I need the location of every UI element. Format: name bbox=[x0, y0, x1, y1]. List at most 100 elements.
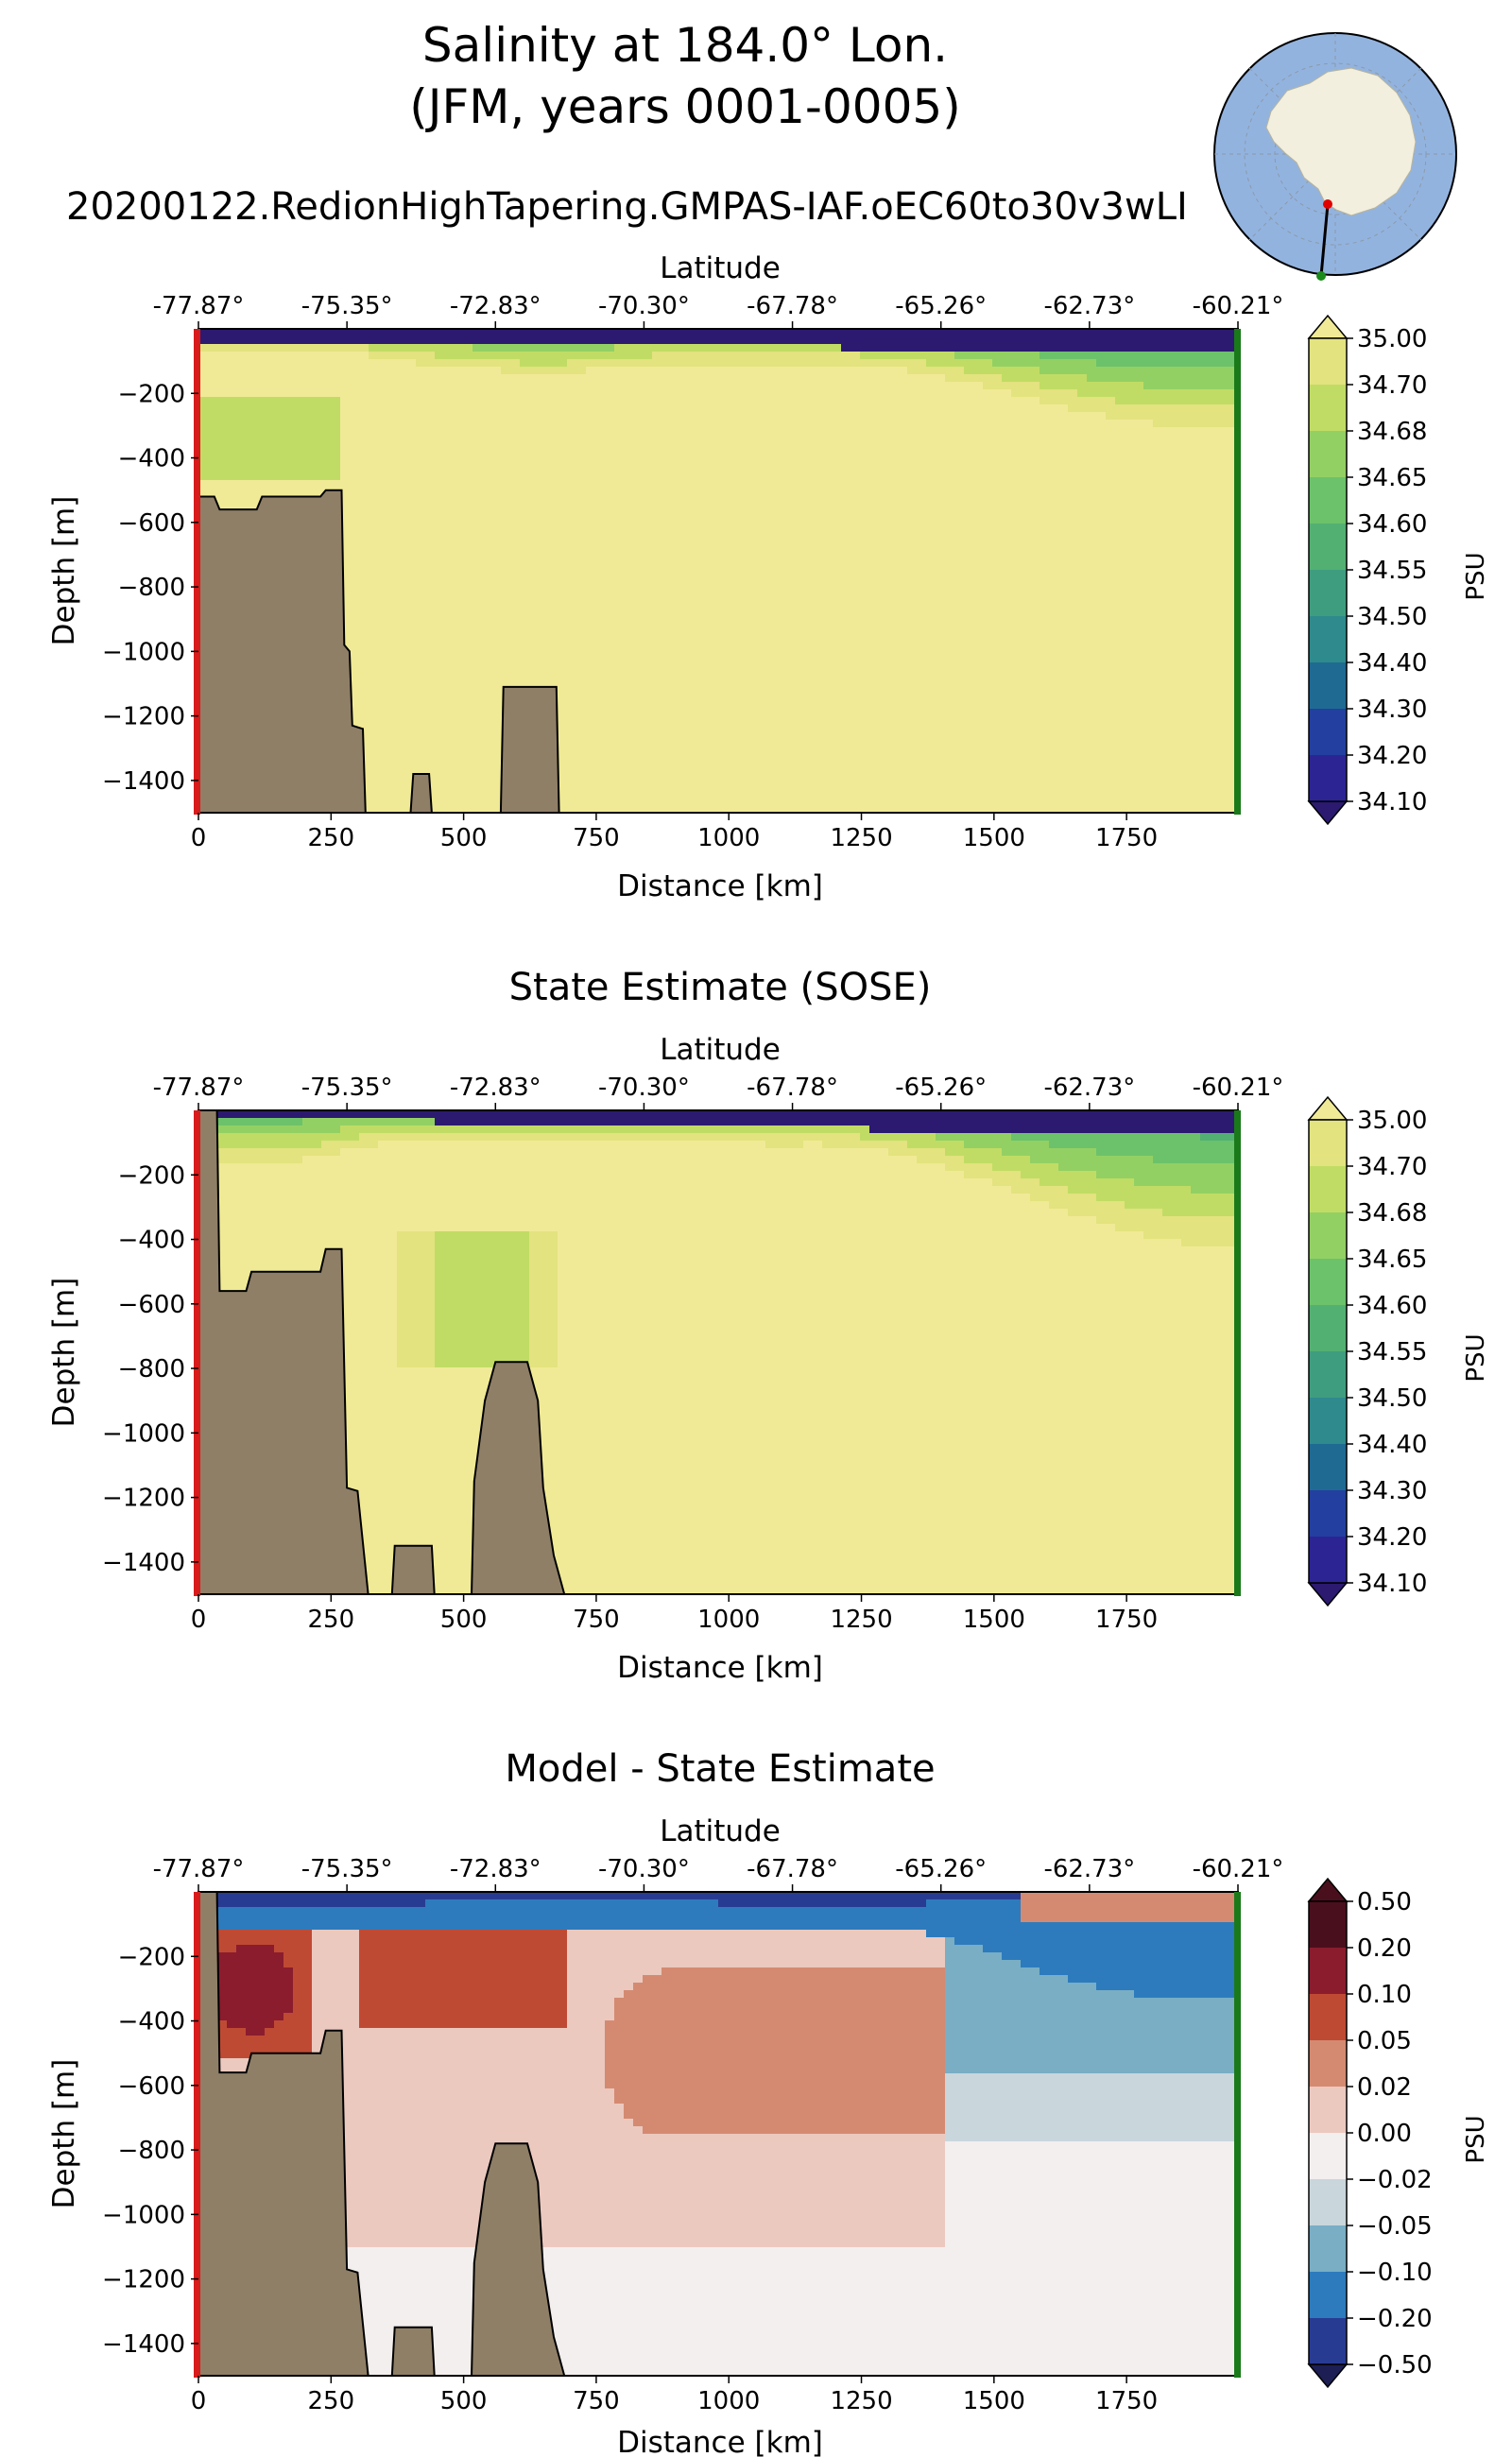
field-cell bbox=[850, 669, 861, 678]
field-cell bbox=[529, 336, 540, 345]
field-cell bbox=[624, 397, 634, 405]
field-cell bbox=[482, 669, 492, 678]
field-cell bbox=[718, 427, 729, 436]
field-cell bbox=[378, 541, 388, 549]
field-cell bbox=[737, 714, 747, 723]
field-cell bbox=[813, 374, 823, 383]
field-cell bbox=[529, 624, 540, 632]
field-cell bbox=[822, 563, 833, 572]
field-cell bbox=[567, 457, 577, 466]
field-cell bbox=[888, 541, 899, 549]
field-cell bbox=[794, 510, 804, 519]
field-cell bbox=[397, 367, 407, 375]
field-cell bbox=[652, 593, 662, 602]
field-cell bbox=[747, 586, 757, 594]
field-cell bbox=[217, 495, 228, 504]
field-cell bbox=[633, 730, 644, 738]
field-cell bbox=[255, 374, 266, 383]
field-cell bbox=[907, 412, 918, 421]
field-cell bbox=[340, 442, 351, 451]
field-cell bbox=[539, 616, 549, 625]
field-cell bbox=[558, 631, 568, 640]
field-cell bbox=[728, 601, 738, 610]
field-cell bbox=[491, 775, 502, 783]
field-cell bbox=[699, 336, 710, 345]
field-cell bbox=[293, 382, 303, 390]
field-cell bbox=[624, 480, 634, 489]
field-cell bbox=[576, 798, 587, 806]
field-cell bbox=[501, 495, 511, 504]
field-cell bbox=[633, 503, 644, 511]
field-cell bbox=[614, 798, 625, 806]
field-cell bbox=[850, 495, 861, 504]
field-cell bbox=[463, 646, 473, 655]
field-cell bbox=[425, 435, 436, 443]
field-cell bbox=[558, 556, 568, 564]
field-cell bbox=[208, 472, 218, 481]
field-cell bbox=[699, 442, 710, 451]
field-cell bbox=[756, 495, 766, 504]
field-cell bbox=[841, 631, 851, 640]
field-cell bbox=[435, 722, 445, 730]
field-cell bbox=[624, 442, 634, 451]
field-cell bbox=[680, 427, 691, 436]
field-cell bbox=[624, 420, 634, 428]
field-cell bbox=[558, 790, 568, 799]
field-cell bbox=[340, 609, 351, 617]
field-cell bbox=[926, 662, 936, 670]
field-cell bbox=[709, 646, 719, 655]
field-cell bbox=[680, 442, 691, 451]
field-cell bbox=[888, 639, 899, 647]
field-cell bbox=[406, 669, 417, 678]
field-cell bbox=[558, 457, 568, 466]
field-cell bbox=[567, 624, 577, 632]
field-cell bbox=[510, 344, 521, 352]
field-cell bbox=[435, 503, 445, 511]
field-cell bbox=[898, 404, 908, 413]
field-cell bbox=[350, 631, 360, 640]
field-cell bbox=[558, 798, 568, 806]
field-cell bbox=[709, 760, 719, 768]
field-cell bbox=[671, 510, 681, 519]
field-cell bbox=[406, 412, 417, 421]
field-cell bbox=[699, 503, 710, 511]
field-cell bbox=[198, 472, 209, 481]
field-cell bbox=[832, 503, 842, 511]
field-cell bbox=[718, 412, 729, 421]
field-cell bbox=[633, 798, 644, 806]
field-cell bbox=[463, 503, 473, 511]
field-cell bbox=[822, 586, 833, 594]
field-cell bbox=[605, 533, 615, 541]
field-cell bbox=[917, 714, 927, 723]
field-cell bbox=[529, 374, 540, 383]
field-cell bbox=[898, 412, 908, 421]
field-cell bbox=[236, 404, 247, 413]
field-cell bbox=[765, 684, 776, 693]
field-cell bbox=[671, 420, 681, 428]
field-cell bbox=[435, 344, 445, 352]
field-cell bbox=[879, 722, 889, 730]
field-cell bbox=[595, 344, 606, 352]
field-cell bbox=[822, 488, 833, 496]
field-cell bbox=[501, 563, 511, 572]
field-cell bbox=[444, 442, 455, 451]
field-cell bbox=[917, 699, 927, 708]
field-cell bbox=[917, 745, 927, 753]
field-cell bbox=[539, 556, 549, 564]
field-cell bbox=[350, 450, 360, 458]
field-cell bbox=[737, 510, 747, 519]
field-cell bbox=[898, 465, 908, 473]
field-cell bbox=[841, 541, 851, 549]
field-cell bbox=[444, 518, 455, 526]
field-cell bbox=[832, 397, 842, 405]
field-cell bbox=[879, 624, 889, 632]
field-cell bbox=[359, 714, 369, 723]
field-cell bbox=[869, 714, 880, 723]
field-cell bbox=[378, 450, 388, 458]
field-cell bbox=[907, 442, 918, 451]
field-cell bbox=[728, 480, 738, 489]
field-cell bbox=[747, 367, 757, 375]
field-cell bbox=[350, 525, 360, 534]
field-cell bbox=[869, 631, 880, 640]
field-cell bbox=[444, 571, 455, 579]
